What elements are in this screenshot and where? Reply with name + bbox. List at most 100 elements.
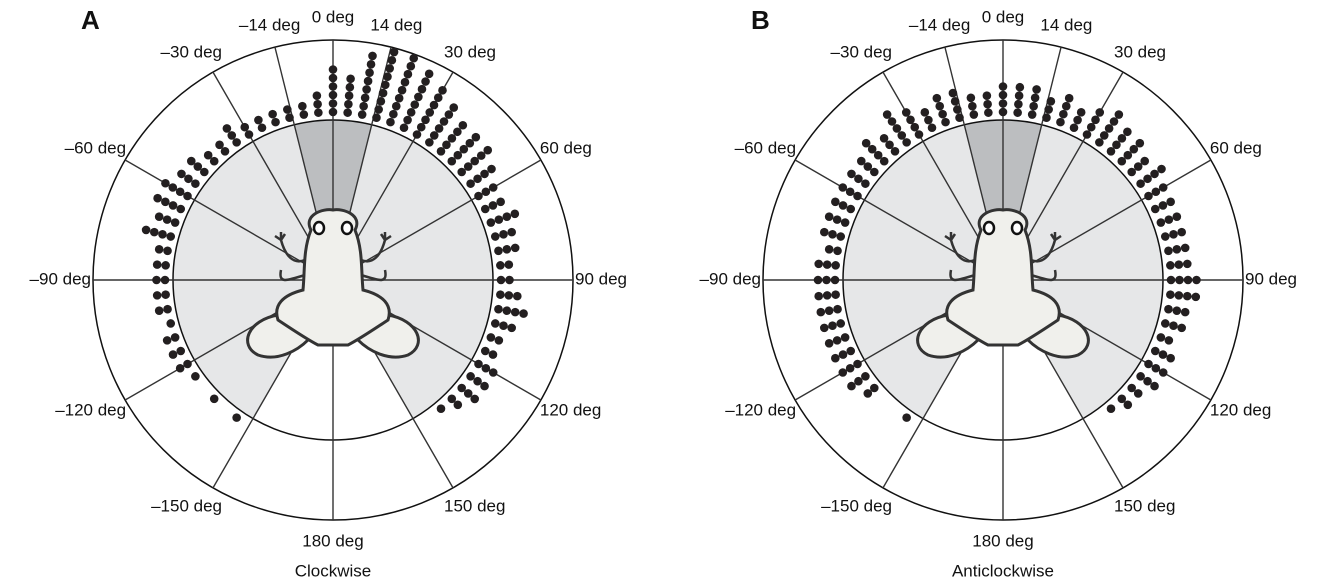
radial-line <box>794 159 1004 281</box>
dot <box>254 115 263 125</box>
dot-stack <box>1127 156 1150 177</box>
dot <box>1117 156 1127 166</box>
dot <box>487 164 496 174</box>
dot <box>504 291 514 300</box>
dot <box>328 73 338 83</box>
dot <box>476 151 486 160</box>
dot <box>170 218 180 227</box>
dot <box>1061 101 1071 111</box>
dot <box>154 306 164 315</box>
dot <box>838 368 848 377</box>
dot <box>328 82 338 91</box>
dot <box>386 117 395 127</box>
dot <box>160 275 170 285</box>
dot <box>378 88 388 98</box>
dot <box>1158 368 1168 377</box>
dot <box>920 108 930 117</box>
dot <box>1156 218 1166 227</box>
dot <box>429 100 439 110</box>
dot <box>365 68 374 77</box>
dot-stack <box>1042 97 1056 123</box>
dot <box>1109 117 1119 126</box>
dot-stack <box>494 304 528 318</box>
angle-label: 90 deg <box>575 269 627 288</box>
dot <box>935 101 945 111</box>
dot <box>1166 197 1175 207</box>
dot <box>507 323 516 333</box>
dot <box>480 346 490 356</box>
dot <box>890 147 900 156</box>
dot <box>1157 164 1166 174</box>
dot <box>416 122 426 132</box>
dot <box>833 246 842 256</box>
dot <box>822 291 832 300</box>
dot <box>502 306 512 315</box>
dot-stack <box>879 133 900 156</box>
dot <box>314 108 323 117</box>
dot <box>836 319 846 328</box>
dot <box>453 400 463 410</box>
dot-stack <box>1127 383 1143 398</box>
dot <box>161 178 170 188</box>
dot <box>847 169 856 179</box>
dot <box>924 115 933 125</box>
dot-stack <box>486 333 504 345</box>
angle-label: 30 deg <box>1114 43 1166 62</box>
dot-stack <box>820 227 846 241</box>
dot <box>424 69 434 79</box>
dot <box>444 110 454 119</box>
dot <box>1164 246 1173 256</box>
dot-stack <box>240 122 254 139</box>
dot <box>1123 400 1133 410</box>
dot <box>163 304 172 314</box>
dot <box>397 85 407 95</box>
dot <box>357 110 367 119</box>
dot-stack <box>948 88 964 123</box>
dot-stack <box>154 212 180 227</box>
dot <box>328 107 338 117</box>
dot-stack <box>232 413 241 422</box>
dot-stack <box>838 359 862 377</box>
dot <box>1056 117 1065 127</box>
dot <box>502 212 512 222</box>
dot <box>257 123 267 133</box>
dot <box>389 47 399 57</box>
dot <box>168 350 178 359</box>
dot <box>507 227 516 237</box>
dot <box>840 333 850 342</box>
dot <box>856 156 866 166</box>
dot <box>983 99 992 109</box>
dot-stack <box>814 259 840 270</box>
dot-stack <box>343 74 355 117</box>
dot <box>1164 336 1174 345</box>
dot <box>488 350 498 359</box>
dot-stack <box>814 290 840 301</box>
dot <box>458 120 468 130</box>
dot <box>313 99 322 109</box>
dot <box>813 275 823 285</box>
dot-stack <box>372 47 399 123</box>
dot <box>466 179 475 188</box>
dot <box>840 218 850 227</box>
dot-stack <box>186 156 209 177</box>
dot <box>496 275 506 285</box>
angle-label: –150 deg <box>151 496 222 515</box>
dot-stack <box>1117 394 1133 410</box>
dot <box>830 275 840 285</box>
dot <box>406 108 416 117</box>
dot <box>1182 291 1192 301</box>
dot-stack <box>480 197 505 214</box>
dot <box>1069 123 1079 133</box>
dot-stack <box>386 53 419 127</box>
dot <box>510 243 520 253</box>
dot <box>1076 108 1086 117</box>
dot <box>154 245 164 254</box>
dot <box>1044 105 1053 114</box>
dot-stack <box>1150 197 1175 214</box>
dot <box>1029 101 1038 111</box>
dot-stack <box>166 319 176 328</box>
dot-stack <box>1117 138 1145 166</box>
angle-label: –150 deg <box>821 496 892 515</box>
dot <box>1013 108 1022 117</box>
dot <box>457 167 466 177</box>
